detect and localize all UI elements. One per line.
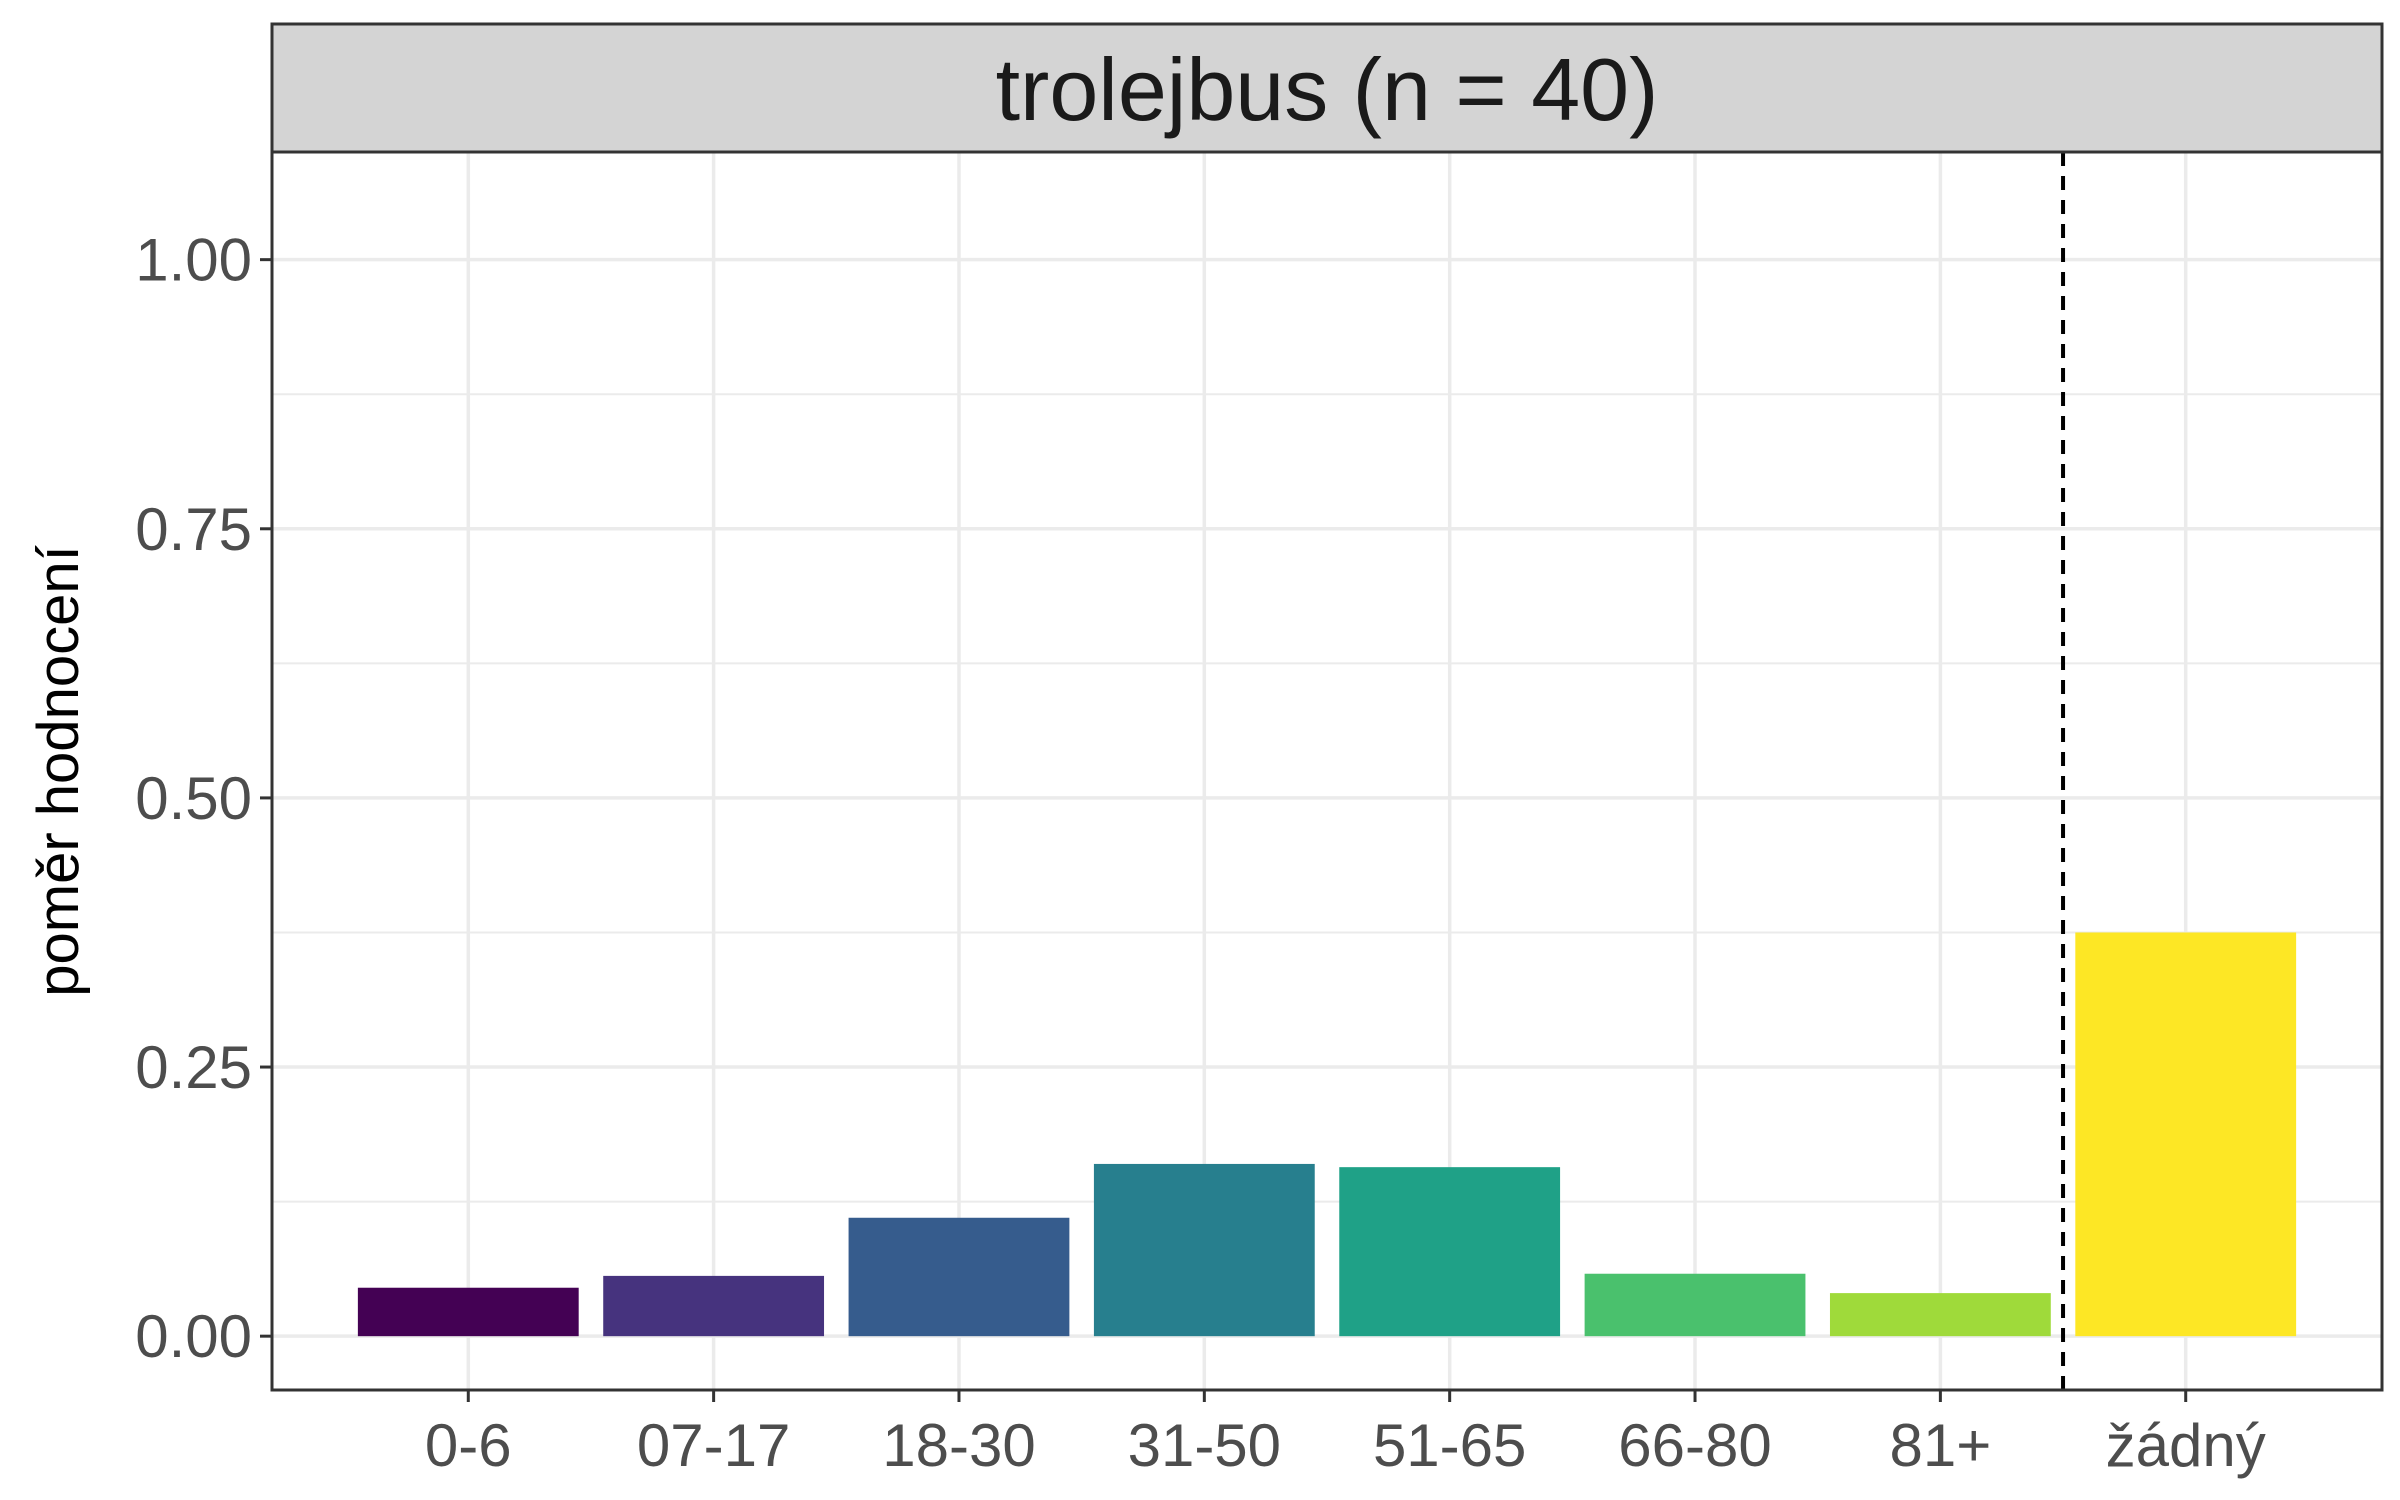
bar-0-6	[357, 1287, 579, 1337]
panel-background	[272, 152, 2382, 1390]
y-tick-label: 0.50	[135, 765, 252, 832]
bar-66-80	[1584, 1273, 1806, 1337]
x-tick-label: 0-6	[425, 1412, 512, 1479]
y-tick-label: 0.25	[135, 1034, 252, 1101]
x-tick-label: 31-50	[1128, 1412, 1281, 1479]
x-tick-label: 66-80	[1618, 1412, 1771, 1479]
x-tick-label: 81+	[1889, 1412, 1991, 1479]
bar-07-17	[603, 1275, 825, 1337]
bar-žádný	[2075, 932, 2297, 1337]
y-tick-label: 0.75	[135, 496, 252, 563]
bar-51-65	[1339, 1167, 1561, 1337]
y-axis: 0.00 0.25 0.50 0.75 1.00	[135, 227, 272, 1370]
bars	[357, 932, 2297, 1337]
plot-panel	[270, 150, 2384, 1392]
x-tick-label: 51-65	[1373, 1412, 1526, 1479]
grid-lines	[272, 152, 2382, 1390]
facet-title: trolejbus (n = 40)	[996, 40, 1659, 139]
bar-81+	[1829, 1293, 2051, 1337]
facet-strip-background	[270, 22, 2384, 154]
x-tick-label: žádný	[2106, 1412, 2266, 1479]
bar-31-50	[1093, 1163, 1315, 1337]
panel-border	[270, 150, 2384, 1392]
y-tick-label: 0.00	[135, 1303, 252, 1370]
y-tick-label: 1.00	[135, 227, 252, 294]
bar-18-30	[848, 1217, 1070, 1337]
facet-strip: trolejbus (n = 40)	[270, 22, 2384, 154]
y-axis-title: poměr hodnocení	[26, 545, 91, 996]
x-axis: 0-6 07-17 18-30 31-50 51-65 66-80 81+ žádný	[425, 1390, 2266, 1479]
x-tick-label: 07-17	[637, 1412, 790, 1479]
x-tick-label: 18-30	[882, 1412, 1035, 1479]
